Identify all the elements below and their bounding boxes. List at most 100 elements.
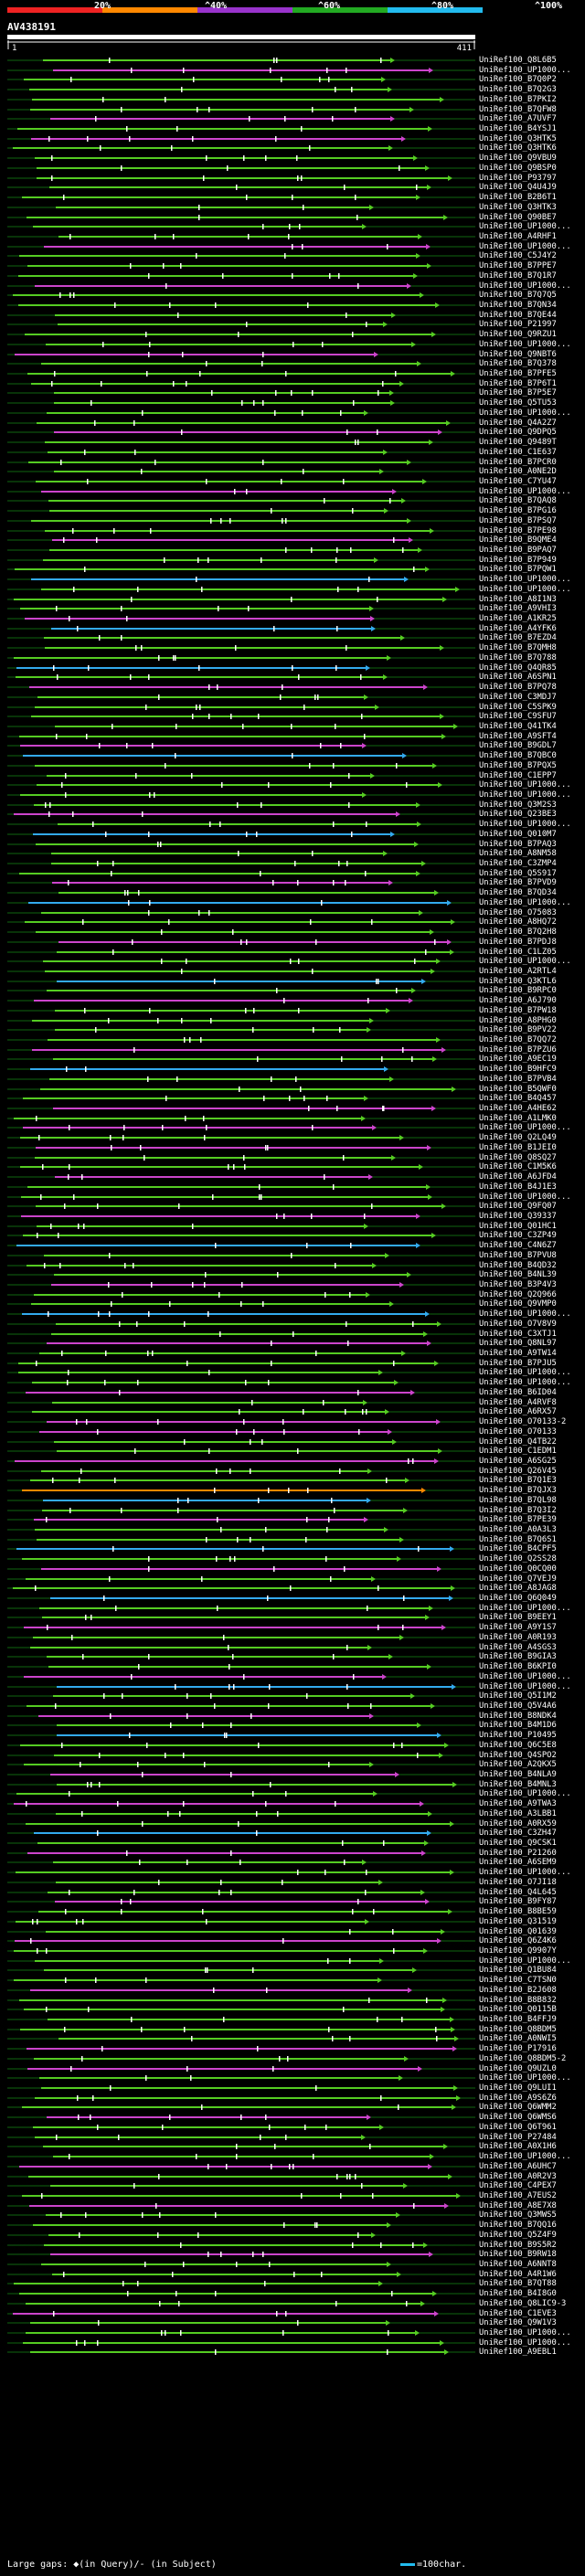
hit-label[interactable]: UniRef100_Q9NBT6 [479, 350, 557, 359]
hit-label[interactable]: UniRef100_Q4L645 [479, 1888, 557, 1897]
hit-label[interactable]: UniRef100_A6SEM9 [479, 1858, 557, 1867]
hit-row[interactable] [7, 2135, 475, 2140]
hit-label[interactable]: UniRef100_UP1000... [479, 1604, 571, 1613]
hit-row[interactable] [7, 1321, 475, 1327]
hit-row[interactable] [7, 489, 475, 494]
hit-label[interactable]: UniRef100_UP1000... [479, 66, 571, 75]
hit-row[interactable] [7, 1919, 475, 1924]
hit-label[interactable]: UniRef100_B7P5E7 [479, 388, 557, 398]
hit-label[interactable]: UniRef100_C1E637 [479, 448, 557, 457]
hit-label[interactable]: UniRef100_UP1000... [479, 957, 571, 966]
hit-label[interactable]: UniRef100_B7PDJ8 [479, 938, 557, 947]
hit-row[interactable] [7, 1390, 475, 1395]
hit-row[interactable] [7, 1713, 475, 1719]
hit-row[interactable] [7, 1214, 475, 1219]
hit-label[interactable]: UniRef100_A0X1H6 [479, 2142, 557, 2151]
hit-row[interactable] [7, 1341, 475, 1346]
hit-row[interactable] [7, 2144, 475, 2149]
hit-label[interactable]: UniRef100_P21260 [479, 1849, 557, 1858]
hit-label[interactable]: UniRef100_UP1000... [479, 281, 571, 291]
hit-label[interactable]: UniRef100_Q4A2Z7 [479, 419, 557, 428]
hit-row[interactable] [7, 332, 475, 337]
hit-label[interactable]: UniRef100_O7V8V9 [479, 1320, 557, 1329]
hit-label[interactable]: UniRef100_B7QE44 [479, 311, 557, 320]
hit-row[interactable] [7, 2115, 475, 2120]
hit-label[interactable]: UniRef100_Q9CSK1 [479, 1839, 557, 1848]
hit-label[interactable]: UniRef100_B9HFC9 [479, 1065, 557, 1074]
hit-row[interactable] [7, 1674, 475, 1680]
hit-row[interactable] [7, 2046, 475, 2051]
hit-row[interactable] [7, 1517, 475, 1522]
hit-label[interactable]: UniRef100_B9PAQ7 [479, 546, 557, 555]
hit-label[interactable]: UniRef100_A9VHI3 [479, 604, 557, 613]
hit-row[interactable] [7, 1027, 475, 1033]
hit-row[interactable] [7, 352, 475, 357]
hit-label[interactable]: UniRef100_A6J790 [479, 996, 557, 1005]
hit-row[interactable] [7, 674, 475, 680]
hit-row[interactable] [7, 381, 475, 387]
hit-label[interactable]: UniRef100_A4RHF1 [479, 232, 557, 241]
hit-label[interactable]: UniRef100_Q6WMM2 [479, 2103, 557, 2112]
hit-label[interactable]: UniRef100_Q5S917 [479, 869, 557, 878]
hit-label[interactable]: UniRef100_B2B6T1 [479, 193, 557, 202]
hit-row[interactable] [7, 1116, 475, 1121]
hit-label[interactable]: UniRef100_Q3HTK5 [479, 134, 557, 143]
hit-row[interactable] [7, 567, 475, 572]
hit-row[interactable] [7, 635, 475, 641]
hit-row[interactable] [7, 342, 475, 347]
hit-row[interactable] [7, 283, 475, 289]
hit-label[interactable]: UniRef100_UP1000... [479, 898, 571, 907]
hit-label[interactable]: UniRef100_Q31519 [479, 1917, 557, 1926]
hit-row[interactable] [7, 107, 475, 112]
hit-row[interactable] [7, 734, 475, 739]
hit-row[interactable] [7, 2203, 475, 2209]
hit-label[interactable]: UniRef100_B7PCR0 [479, 458, 557, 467]
hit-row[interactable] [7, 1243, 475, 1248]
hit-label[interactable]: UniRef100_B7QD34 [479, 888, 557, 897]
hit-row[interactable] [7, 684, 475, 690]
hit-label[interactable]: UniRef100_A9EBL1 [479, 2348, 557, 2357]
hit-label[interactable]: UniRef100_UP1000... [479, 1378, 571, 1387]
hit-label[interactable]: UniRef100_C3XTJ1 [479, 1330, 557, 1339]
hit-row[interactable] [7, 1047, 475, 1053]
hit-row[interactable] [7, 1998, 475, 2003]
hit-label[interactable]: UniRef100_Q9BSP0 [479, 164, 557, 173]
hit-label[interactable]: UniRef100_UP1000... [479, 585, 571, 594]
hit-row[interactable] [7, 1723, 475, 1728]
hit-row[interactable] [7, 714, 475, 719]
hit-row[interactable] [7, 547, 475, 553]
hit-row[interactable] [7, 2340, 475, 2346]
hit-row[interactable] [7, 1743, 475, 1748]
hit-row[interactable] [7, 1498, 475, 1503]
hit-row[interactable] [7, 910, 475, 916]
hit-row[interactable] [7, 1224, 475, 1229]
hit-label[interactable]: UniRef100_Q9907Y [479, 1946, 557, 1956]
hit-label[interactable]: UniRef100_UP1000... [479, 2073, 571, 2083]
hit-label[interactable]: UniRef100_B7PG16 [479, 506, 557, 515]
hit-label[interactable]: UniRef100_B7Q0P2 [479, 75, 557, 84]
hit-label[interactable]: UniRef100_B7QFW8 [479, 105, 557, 114]
hit-row[interactable] [7, 1184, 475, 1190]
hit-row[interactable] [7, 205, 475, 210]
hit-row[interactable] [7, 969, 475, 974]
hit-label[interactable]: UniRef100_B7QJX3 [479, 1486, 557, 1495]
hit-row[interactable] [7, 1370, 475, 1375]
hit-row[interactable] [7, 606, 475, 611]
hit-row[interactable] [7, 2291, 475, 2296]
hit-row[interactable] [7, 2036, 475, 2041]
hit-label[interactable]: UniRef100_B7PPE7 [479, 261, 557, 270]
hit-row[interactable] [7, 2311, 475, 2316]
hit-label[interactable]: UniRef100_B4I8G0 [479, 2289, 557, 2298]
hit-label[interactable]: UniRef100_B7Q378 [479, 359, 557, 368]
hit-row[interactable] [7, 145, 475, 151]
hit-row[interactable] [7, 1899, 475, 1904]
hit-row[interactable] [7, 2301, 475, 2306]
hit-row[interactable] [7, 2027, 475, 2032]
hit-row[interactable] [7, 1830, 475, 1836]
hit-row[interactable] [7, 1087, 475, 1092]
hit-label[interactable]: UniRef100_B9GDL7 [479, 741, 557, 750]
hit-label[interactable]: UniRef100_B7P949 [479, 556, 557, 565]
hit-label[interactable]: UniRef100_UP1000... [479, 1789, 571, 1798]
hit-row[interactable] [7, 822, 475, 827]
hit-label[interactable]: UniRef100_C9SFU7 [479, 712, 557, 721]
